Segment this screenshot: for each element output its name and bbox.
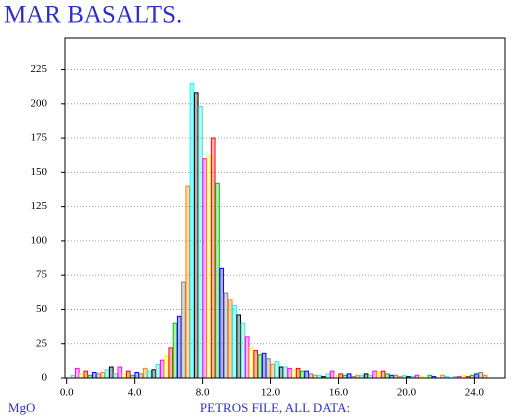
bar: [244, 336, 250, 379]
bar: [478, 372, 484, 379]
bar: [193, 92, 199, 379]
bar: [117, 366, 123, 379]
bar: [134, 372, 140, 379]
bar: [376, 372, 382, 379]
bar: [240, 322, 246, 379]
bar: [257, 354, 263, 379]
bar: [304, 370, 309, 379]
bar: [104, 369, 110, 379]
y-tick-label: 150: [31, 166, 48, 178]
bar: [206, 155, 212, 379]
bar: [155, 363, 161, 379]
bar: [385, 373, 390, 379]
bar: [96, 373, 101, 379]
bar: [261, 352, 267, 379]
bar: [79, 373, 84, 379]
bar: [346, 373, 352, 379]
bar: [274, 361, 280, 379]
x-tick-label: 8.0: [196, 387, 210, 399]
y-tick-label: 225: [31, 63, 48, 75]
bar: [236, 314, 242, 379]
bar: [325, 373, 331, 379]
bar: [278, 366, 284, 379]
bar: [83, 370, 89, 379]
y-tick-label: 125: [31, 200, 48, 212]
bar: [249, 347, 254, 379]
bar: [338, 373, 343, 379]
bar: [295, 367, 301, 379]
bar: [168, 347, 174, 379]
bar: [300, 370, 305, 379]
bar: [147, 370, 152, 379]
bar: [287, 367, 292, 379]
bar: [198, 106, 203, 379]
bar: [91, 372, 97, 379]
bar: [380, 370, 386, 379]
bar: [219, 267, 225, 379]
x-tick-label: 24.0: [465, 387, 485, 399]
x-tick-label: 4.0: [128, 387, 142, 399]
bar: [329, 370, 335, 379]
bar: [121, 373, 127, 379]
y-tick-label: 50: [36, 303, 48, 315]
variable-label: MgO: [8, 400, 35, 415]
bar: [308, 373, 314, 379]
bar: [176, 315, 182, 379]
bar: [283, 366, 288, 379]
bar: [181, 281, 186, 379]
bar: [363, 373, 369, 379]
bar: [291, 369, 297, 379]
bar: [253, 350, 259, 379]
bar: [223, 292, 229, 379]
bar: [138, 373, 144, 379]
bar: [474, 373, 479, 379]
bar: [189, 82, 195, 379]
y-tick-label: 175: [31, 132, 48, 144]
chart-title: MAR BASALTS.: [4, 2, 182, 29]
y-tick-label: 0: [42, 372, 48, 384]
bar: [232, 304, 237, 379]
x-tick-label: 16.0: [329, 387, 349, 399]
plot-frame: [64, 37, 506, 379]
bar: [202, 158, 208, 379]
y-tick-label: 25: [36, 337, 48, 349]
bar: [215, 182, 220, 379]
bar: [372, 370, 377, 379]
x-tick-label: 0.0: [60, 387, 74, 399]
bar: [270, 363, 276, 379]
bar: [142, 367, 148, 379]
bar: [172, 322, 178, 379]
bar: [159, 359, 165, 379]
bar: [125, 370, 131, 379]
bar: [100, 372, 106, 379]
bar: [185, 185, 191, 379]
bar: [151, 369, 157, 379]
y-tick-label: 200: [31, 97, 48, 109]
x-tick-label: 12.0: [261, 387, 281, 399]
bar: [113, 373, 118, 379]
y-tick-label: 75: [36, 269, 48, 281]
x-tick-label: 20.0: [397, 387, 417, 399]
bar: [266, 358, 271, 379]
bar: [210, 137, 216, 379]
x-axis-label: PETROS FILE, ALL DATA:: [200, 400, 350, 415]
bar: [74, 367, 80, 379]
bar: [227, 299, 233, 379]
bar: [164, 355, 169, 379]
bar: [108, 366, 114, 379]
y-tick-label: 100: [31, 234, 48, 246]
